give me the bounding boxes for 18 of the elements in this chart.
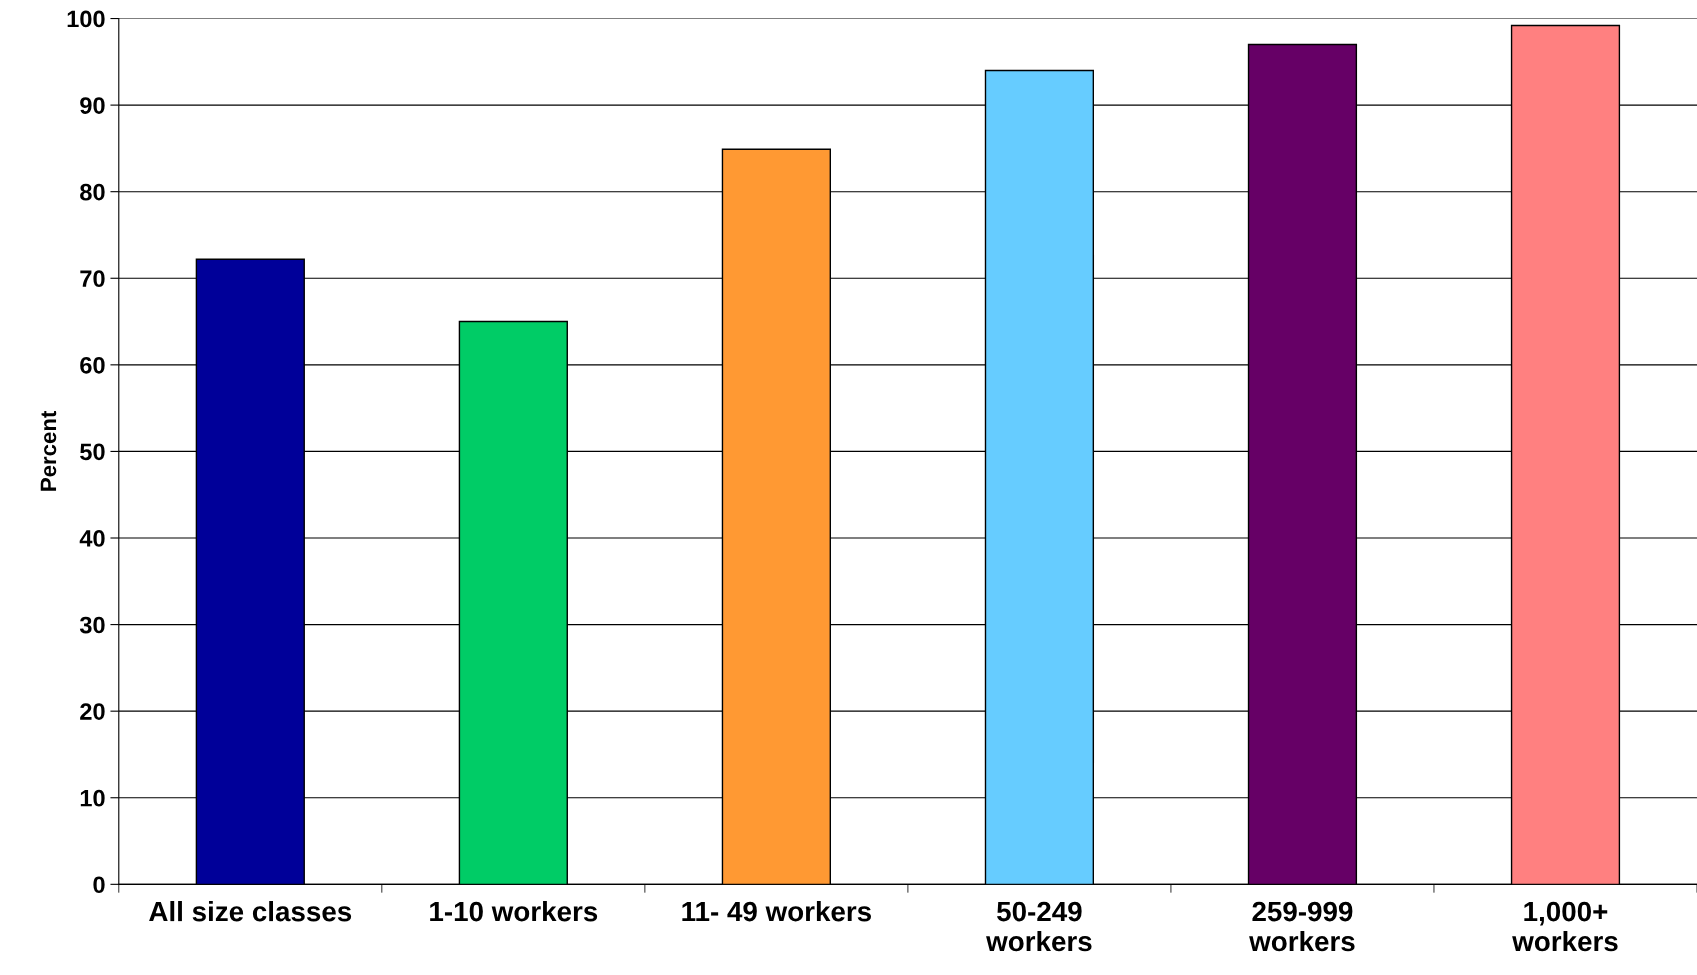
y-tick-label: 60: [80, 356, 105, 374]
y-tick-label: 40: [79, 530, 105, 547]
x-tick-label: 1,000+ workers: [1512, 901, 1618, 952]
y-tick-label: 20: [80, 703, 105, 720]
y-tick-label: 30: [79, 616, 105, 634]
y-tick-label: 90: [80, 97, 105, 114]
x-tick-label: 50-249 workers: [986, 901, 1092, 952]
y-tick-label: 80: [80, 183, 105, 201]
y-tick-label: 50: [80, 443, 105, 461]
y-axis-title: Percent: [40, 410, 57, 491]
y-tick-label: 0: [93, 876, 105, 894]
x-tick-label: All size classes: [149, 900, 352, 922]
x-tick-label: 1-10 workers: [430, 900, 598, 922]
x-tick-label: 11- 49 workers: [682, 900, 871, 922]
x-tick-label: 259-999 workers: [1249, 901, 1355, 952]
y-tick-label: 70: [80, 270, 105, 288]
y-tick-label: 10: [80, 789, 105, 807]
y-tick-label: 100: [67, 10, 105, 28]
